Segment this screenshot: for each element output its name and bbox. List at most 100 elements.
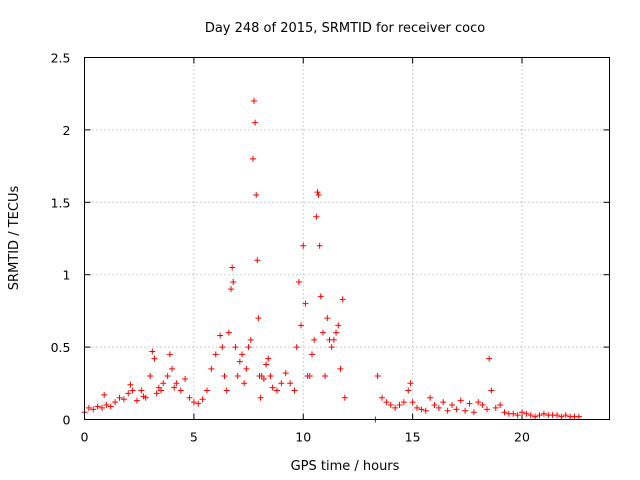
- data-point: [562, 412, 569, 419]
- data-point: [475, 399, 482, 406]
- data-point: [527, 412, 534, 419]
- data-point: [291, 387, 298, 394]
- data-point: [269, 384, 276, 391]
- data-point: [186, 394, 193, 401]
- data-point: [422, 407, 429, 414]
- data-point: [149, 348, 156, 355]
- data-point: [341, 394, 348, 401]
- data-point: [120, 396, 127, 403]
- data-point: [234, 373, 241, 380]
- data-point: [554, 412, 560, 419]
- data-point: [267, 373, 274, 380]
- data-point: [540, 410, 547, 417]
- data-point: [229, 264, 236, 271]
- data-point: [208, 365, 215, 372]
- data-point: [414, 404, 420, 411]
- data-point: [392, 404, 399, 411]
- data-point: [298, 322, 305, 329]
- data-point: [251, 97, 258, 104]
- y-tick-label: 0.5: [51, 340, 71, 355]
- data-point: [295, 278, 302, 285]
- data-point: [245, 344, 252, 351]
- data-point: [221, 373, 228, 380]
- chart-title: Day 248 of 2015, SRMTID for receiver coc…: [205, 21, 485, 36]
- data-point: [486, 355, 493, 362]
- data-point: [311, 336, 318, 343]
- data-point: [169, 365, 175, 372]
- data-point: [101, 391, 108, 398]
- data-point: [153, 390, 160, 397]
- data-point: [195, 400, 202, 407]
- data-point: [127, 381, 134, 388]
- data-point: [129, 387, 136, 394]
- data-point: [257, 394, 264, 401]
- data-point: [282, 370, 289, 377]
- data-point: [217, 332, 224, 339]
- data-point: [260, 375, 267, 382]
- data-point: [249, 155, 256, 162]
- data-point: [278, 380, 285, 387]
- data-point: [314, 189, 321, 196]
- axis-ticks: [84, 57, 610, 420]
- data-point: [85, 404, 92, 411]
- x-tick-labels: 0 5 10 15 20: [81, 430, 530, 445]
- data-point: [265, 355, 272, 362]
- data-point: [330, 336, 337, 343]
- data-point: [501, 409, 508, 416]
- y-tick-labels: 0 0.5 1 1.5 2 2.5: [51, 51, 71, 428]
- data-point: [300, 242, 307, 249]
- data-point: [317, 293, 324, 300]
- data-point: [287, 380, 294, 387]
- data-point: [322, 373, 329, 380]
- data-point: [427, 394, 434, 401]
- data-point: [523, 410, 530, 417]
- data-point: [328, 344, 335, 351]
- data-point: [223, 387, 230, 394]
- data-point: [492, 404, 499, 411]
- data-point: [324, 315, 331, 322]
- data-point: [239, 351, 245, 358]
- data-point: [306, 373, 313, 380]
- data-point: [236, 358, 243, 365]
- data-point: [514, 412, 521, 419]
- data-point: [462, 407, 469, 414]
- y-tick-label: 0: [63, 413, 71, 428]
- data-point: [173, 380, 180, 387]
- data-point: [313, 213, 320, 220]
- data-point: [418, 406, 425, 413]
- data-point: [575, 413, 582, 420]
- data-point: [383, 399, 390, 406]
- data-point: [510, 410, 517, 417]
- x-tick-label: 15: [405, 430, 421, 445]
- data-point: [142, 394, 149, 401]
- x-tick-label: 0: [81, 430, 89, 445]
- y-tick-label: 1.5: [51, 195, 71, 210]
- data-point: [204, 387, 210, 394]
- data-point: [315, 192, 322, 199]
- gridlines: [84, 57, 610, 420]
- data-point: [125, 390, 132, 397]
- data-point: [219, 344, 226, 351]
- data-point: [243, 365, 250, 372]
- y-axis-label: SRMTID / TECUs: [7, 186, 22, 291]
- data-point: [255, 315, 262, 322]
- data-point: [470, 409, 477, 416]
- data-point: [484, 406, 490, 413]
- data-point: [302, 300, 309, 307]
- data-point: [253, 192, 260, 199]
- data-point: [400, 399, 407, 406]
- data-point: [274, 387, 280, 394]
- plot-frame: [84, 57, 610, 420]
- data-point: [337, 365, 344, 372]
- data-point: [99, 404, 105, 411]
- data-point: [160, 380, 167, 387]
- data-point: [263, 361, 270, 368]
- data-point: [316, 242, 323, 249]
- data-point: [199, 396, 206, 403]
- data-point: [488, 387, 495, 394]
- data-point: [431, 402, 438, 409]
- data-point: [225, 329, 232, 336]
- data-point: [228, 286, 235, 293]
- data-point: [558, 413, 565, 420]
